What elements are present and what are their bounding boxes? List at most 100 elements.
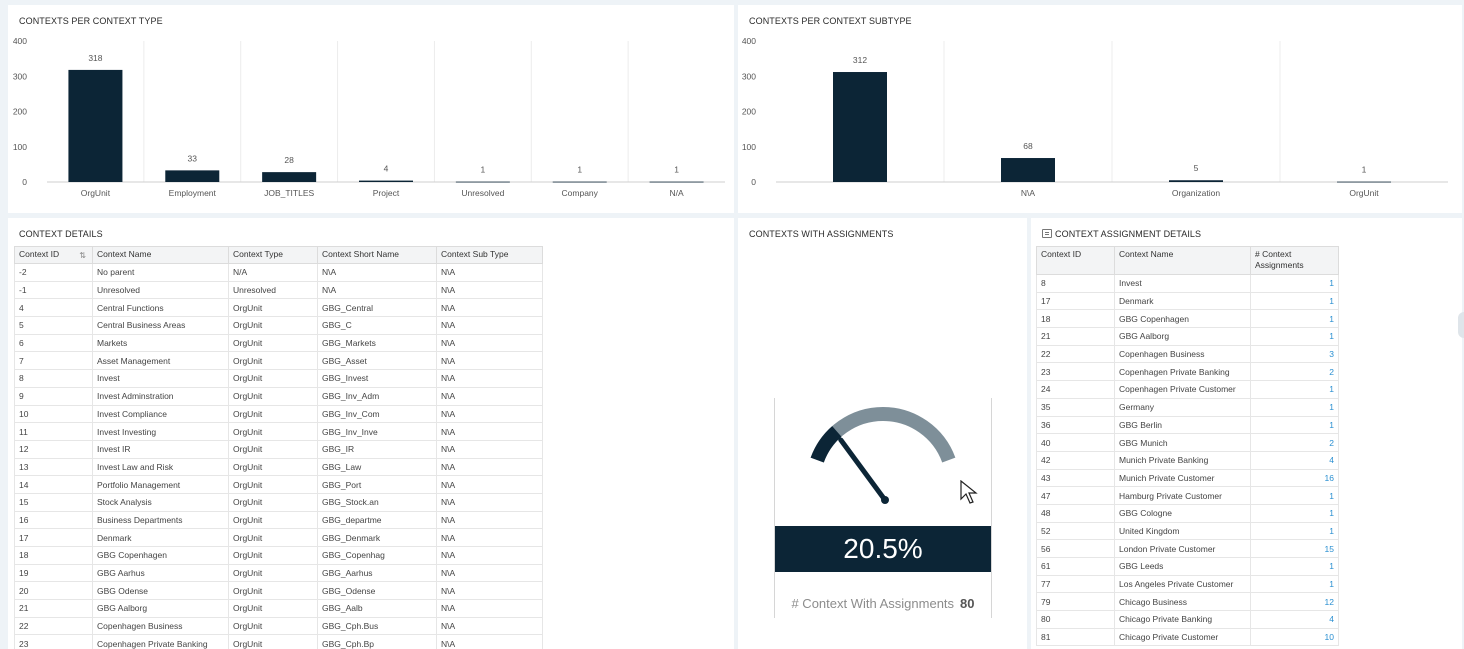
table-row[interactable]: 21 GBG Aalborg 1	[1036, 327, 1339, 346]
table-cell[interactable]: 1	[1250, 274, 1339, 293]
table-row[interactable]: 18 GBG Copenhagen 1	[1036, 309, 1339, 329]
table-row[interactable]: 16 Business Departments OrgUnit GBG_departm…	[14, 511, 543, 530]
table-row[interactable]: 79 Chicago Business 12	[1036, 592, 1339, 612]
bar[interactable]	[649, 181, 704, 183]
table-row[interactable]: 17 Denmark OrgUnit GBG_Denmark N\A	[14, 528, 543, 547]
table-cell[interactable]: 4	[1250, 451, 1339, 470]
table-row[interactable]: 8 Invest OrgUnit GBG_Invest N\A	[14, 369, 543, 388]
table-cell: 7	[14, 351, 93, 371]
table-row[interactable]: 48 GBG Cologne 1	[1036, 504, 1339, 523]
column-header-context-id[interactable]: Context ID	[1036, 246, 1115, 275]
table-row[interactable]: 52 United Kingdom 1	[1036, 522, 1339, 541]
table-cell[interactable]: 3	[1250, 345, 1339, 364]
table-cell[interactable]: 1	[1250, 416, 1339, 435]
table-row[interactable]: 81 Chicago Private Customer 10	[1036, 628, 1339, 647]
table-cell[interactable]: 2	[1250, 362, 1339, 382]
table-cell: N\A	[436, 351, 543, 371]
table-row[interactable]: 9 Invest Adminstration OrgUnit GBG_Inv_Adm N…	[14, 387, 543, 406]
table-cell[interactable]: 15	[1250, 539, 1339, 558]
table-cell: GBG_Aalb	[317, 599, 437, 618]
table-row[interactable]: 6 Markets OrgUnit GBG_Markets N\A	[14, 334, 543, 353]
table-row[interactable]: 4 Central Functions OrgUnit GBG_Central N\A	[14, 298, 543, 318]
table-row[interactable]: 47 Hamburg Private Customer 1	[1036, 486, 1339, 505]
table-row[interactable]: 24 Copenhagen Private Customer 1	[1036, 380, 1339, 399]
table-row[interactable]: 17 Denmark 1	[1036, 292, 1339, 311]
data-label: 5	[1194, 163, 1199, 173]
table-row[interactable]: 23 Copenhagen Private Banking 2	[1036, 362, 1339, 382]
table-row[interactable]: 14 Portfolio Management OrgUnit GBG_Port N\A	[14, 475, 543, 494]
table-row[interactable]: 15 Stock Analysis OrgUnit GBG_Stock.an N\A	[14, 493, 543, 512]
table-cell[interactable]: 1	[1250, 522, 1339, 541]
table-row[interactable]: 80 Chicago Private Banking 4	[1036, 610, 1339, 629]
table-cell[interactable]: 1	[1250, 575, 1339, 594]
table-cell: Central Business Areas	[92, 316, 229, 335]
table-row[interactable]: 22 Copenhagen Business OrgUnit GBG_Cph.Bus N…	[14, 617, 543, 636]
column-header-context-name[interactable]: Context Name	[1114, 246, 1251, 275]
table-cell[interactable]: 1	[1250, 327, 1339, 346]
table-row[interactable]: 13 Invest Law and Risk OrgUnit GBG_Law N\A	[14, 458, 543, 477]
bar[interactable]	[1169, 180, 1223, 182]
table-row[interactable]: 22 Copenhagen Business 3	[1036, 345, 1339, 364]
bar[interactable]	[455, 181, 510, 183]
table-cell[interactable]: 4	[1250, 610, 1339, 629]
bar[interactable]	[833, 72, 887, 182]
table-cell: 6	[14, 334, 93, 353]
table-row[interactable]: 20 GBG Odense OrgUnit GBG_Odense N\A	[14, 581, 543, 601]
table-row[interactable]: 43 Munich Private Customer 16	[1036, 469, 1339, 488]
table-cell[interactable]: 1	[1250, 557, 1339, 576]
table-cell: GBG_C	[317, 316, 437, 335]
table-cell[interactable]: 10	[1250, 628, 1339, 647]
column-header-context-sub-type[interactable]: Context Sub Type	[436, 246, 543, 264]
table-row[interactable]: 56 London Private Customer 15	[1036, 539, 1339, 558]
table-row[interactable]: 77 Los Angeles Private Customer 1	[1036, 575, 1339, 594]
sort-filter-icon[interactable]: ⇅	[79, 251, 86, 260]
table-cell: OrgUnit	[228, 599, 318, 618]
table-row[interactable]: 8 Invest 1	[1036, 274, 1339, 293]
table-row[interactable]: 10 Invest Compliance OrgUnit GBG_Inv_Com N\A	[14, 405, 543, 424]
table-cell: GBG_Law	[317, 458, 437, 477]
table-row[interactable]: 36 GBG Berlin 1	[1036, 416, 1339, 435]
table-row[interactable]: -2 No parent N/A N\A N\A	[14, 263, 543, 282]
bar[interactable]	[359, 180, 413, 182]
bar[interactable]	[165, 170, 220, 182]
bar[interactable]	[1001, 158, 1055, 182]
column-header-context-type[interactable]: Context Type	[228, 246, 318, 264]
table-row[interactable]: 35 Germany 1	[1036, 398, 1339, 417]
table-cell: N\A	[436, 564, 543, 583]
table-row[interactable]: 18 GBG Copenhagen OrgUnit GBG_Copenhag N\A	[14, 546, 543, 565]
table-cell[interactable]: 1	[1250, 380, 1339, 399]
table-row[interactable]: 7 Asset Management OrgUnit GBG_Asset N\A	[14, 351, 543, 371]
y-tick-label: 200	[742, 107, 756, 117]
bar[interactable]	[1337, 181, 1391, 183]
table-cell[interactable]: 1	[1250, 292, 1339, 311]
table-row[interactable]: 11 Invest Investing OrgUnit GBG_Inv_Inve N\A	[14, 422, 543, 441]
table-row[interactable]: 21 GBG Aalborg OrgUnit GBG_Aalb N\A	[14, 599, 543, 618]
table-row[interactable]: 12 Invest IR OrgUnit GBG_IR N\A	[14, 440, 543, 459]
assignment-details-title: CONTEXT ASSIGNMENT DETAILS	[1055, 229, 1202, 239]
bar[interactable]	[68, 69, 123, 182]
side-scroll-handle[interactable]	[1458, 312, 1464, 338]
column-header-context-assignments[interactable]: # Context Assignments	[1250, 246, 1339, 275]
table-cell[interactable]: 1	[1250, 309, 1339, 329]
table-cell[interactable]: 16	[1250, 469, 1339, 488]
table-row[interactable]: 40 GBG Munich 2	[1036, 433, 1339, 452]
table-row[interactable]: 42 Munich Private Banking 4	[1036, 451, 1339, 470]
table-cell: 24	[1036, 380, 1115, 399]
table-row[interactable]: 19 GBG Aarhus OrgUnit GBG_Aarhus N\A	[14, 564, 543, 583]
column-header-context-name[interactable]: Context Name	[92, 246, 229, 264]
table-cell[interactable]: 2	[1250, 433, 1339, 452]
column-header-context-short-name[interactable]: Context Short Name	[317, 246, 437, 264]
table-row[interactable]: 5 Central Business Areas OrgUnit GBG_C N\A	[14, 316, 543, 335]
table-row[interactable]: 61 GBG Leeds 1	[1036, 557, 1339, 576]
table-cell[interactable]: 1	[1250, 486, 1339, 505]
bar[interactable]	[262, 172, 317, 182]
table-row[interactable]: -1 Unresolved Unresolved N\A N\A	[14, 281, 543, 300]
bar[interactable]	[552, 181, 607, 183]
table-cell[interactable]: 1	[1250, 504, 1339, 523]
table-cell: Copenhagen Private Banking	[92, 634, 229, 649]
table-cell[interactable]: 1	[1250, 398, 1339, 417]
column-header-context-id[interactable]: Context ID ⇅	[14, 246, 93, 264]
table-row[interactable]: 23 Copenhagen Private Banking OrgUnit GBG_C…	[14, 634, 543, 649]
table-cell[interactable]: 12	[1250, 592, 1339, 612]
x-tick-label: Company	[562, 188, 599, 198]
